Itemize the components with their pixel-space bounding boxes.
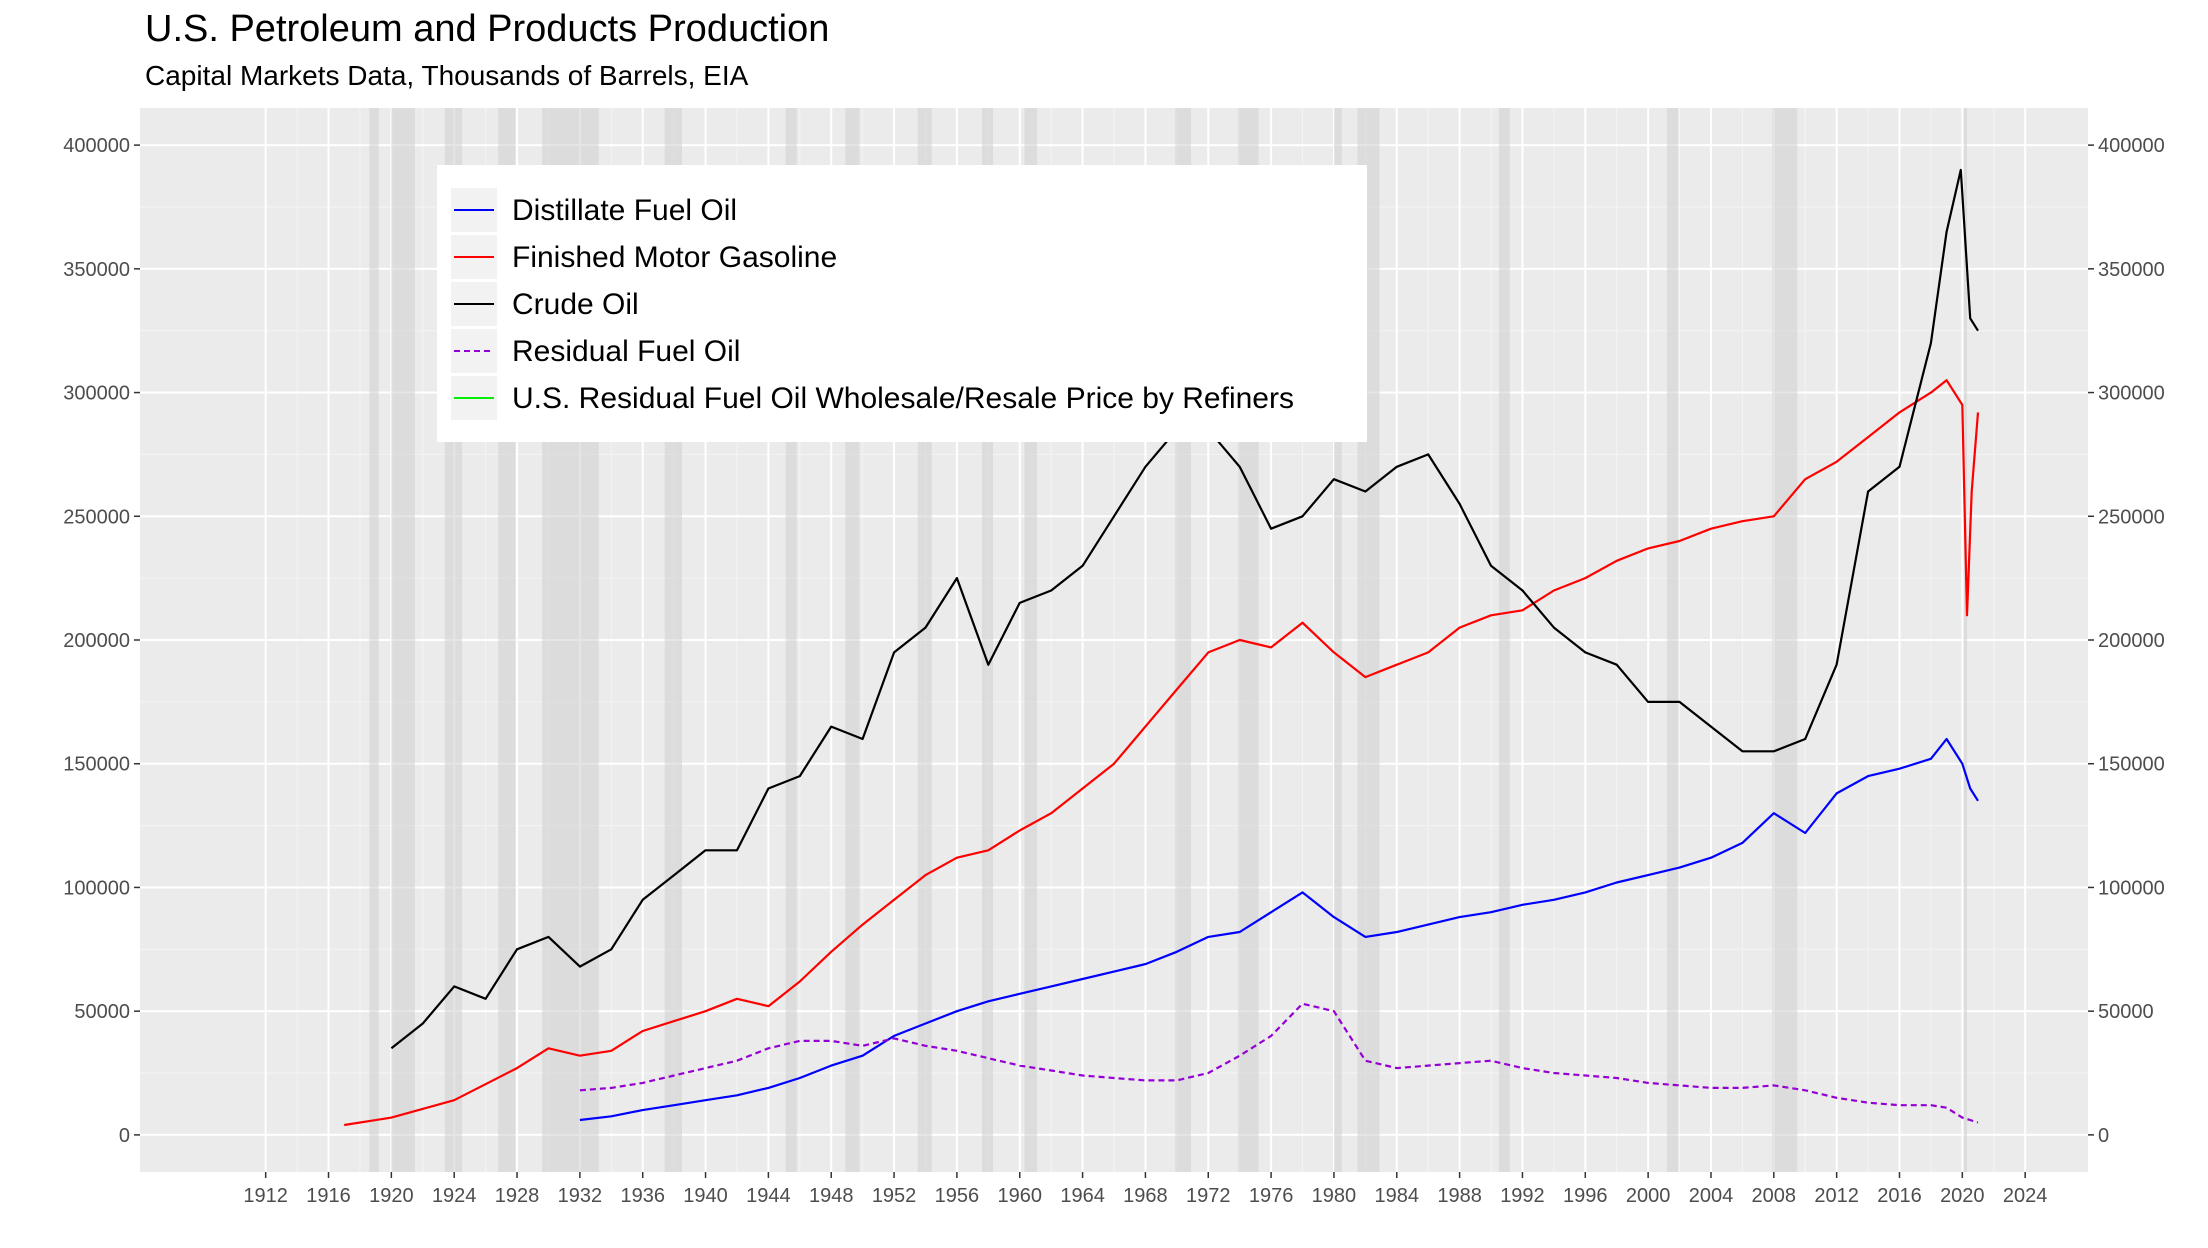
x-tick-label: 1956: [935, 1185, 980, 1207]
y-tick-label-right: 150000: [2098, 754, 2165, 776]
y-tick-label-right: 50000: [2098, 1001, 2154, 1023]
x-tick-label: 1960: [997, 1185, 1042, 1207]
y-tick-label-right: 350000: [2098, 259, 2165, 281]
chart-subtitle: Capital Markets Data, Thousands of Barre…: [145, 60, 749, 91]
x-tick-label: 1948: [809, 1185, 854, 1207]
recession-band: [982, 108, 994, 1172]
x-tick-label: 1996: [1563, 1185, 1608, 1207]
x-tick-label: 1944: [746, 1185, 791, 1207]
x-tick-label: 2000: [1626, 1185, 1671, 1207]
x-tick-label: 1964: [1060, 1185, 1105, 1207]
x-tick-label: 2016: [1877, 1185, 1922, 1207]
chart-title: U.S. Petroleum and Products Production: [145, 8, 830, 50]
x-tick-label: 1976: [1249, 1185, 1294, 1207]
x-tick-label: 2004: [1689, 1185, 1734, 1207]
x-tick-label: 1988: [1437, 1185, 1482, 1207]
legend-label: Finished Motor Gasoline: [512, 241, 837, 274]
x-tick-label: 1916: [306, 1185, 351, 1207]
recession-band: [391, 108, 415, 1172]
x-tick-label: 1940: [683, 1185, 728, 1207]
y-tick-label-right: 250000: [2098, 506, 2165, 528]
recession-band: [369, 108, 379, 1172]
x-tick-label: 2008: [1752, 1185, 1797, 1207]
y-tick-label-left: 200000: [63, 630, 130, 652]
x-tick-label: 1972: [1186, 1185, 1231, 1207]
y-tick-label-left: 350000: [63, 259, 130, 281]
x-tick-label: 1928: [495, 1185, 540, 1207]
x-tick-label: 1924: [432, 1185, 477, 1207]
y-tick-label-left: 300000: [63, 383, 130, 405]
y-tick-label-left: 250000: [63, 506, 130, 528]
legend-label: Crude Oil: [512, 288, 639, 321]
x-tick-label: 1932: [558, 1185, 603, 1207]
series-line-distillate-fuel-oil: [579, 737, 1979, 1122]
recession-band: [1333, 108, 1342, 1172]
x-tick-label: 1984: [1375, 1185, 1420, 1207]
recession-band: [785, 108, 797, 1172]
series-line-finished-motor-gasoline: [344, 379, 1980, 1127]
legend-label: Distillate Fuel Oil: [512, 194, 737, 227]
y-tick-label-right: 300000: [2098, 383, 2165, 405]
recession-band: [1963, 108, 1968, 1172]
recession-band: [1498, 108, 1510, 1172]
x-tick-label: 1952: [872, 1185, 917, 1207]
y-tick-label-left: 50000: [74, 1001, 130, 1023]
series-line-residual-fuel-oil: [579, 1002, 1979, 1124]
x-tick-label: 1912: [243, 1185, 288, 1207]
x-tick-label: 1936: [620, 1185, 665, 1207]
x-tick-label: 1920: [369, 1185, 414, 1207]
y-tick-label-left: 150000: [63, 754, 130, 776]
legend-box: [437, 165, 1367, 442]
y-tick-label-left: 400000: [63, 135, 130, 157]
legend-label: Residual Fuel Oil: [512, 335, 740, 368]
y-tick-label-right: 0: [2098, 1125, 2109, 1147]
x-tick-label: 1968: [1123, 1185, 1168, 1207]
x-tick-label: 2020: [1940, 1185, 1985, 1207]
x-tick-label: 1980: [1312, 1185, 1357, 1207]
legend: Distillate Fuel Oil Finished Motor Gasoli…: [437, 165, 1367, 442]
y-tick-label-right: 200000: [2098, 630, 2165, 652]
y-tick-label-right: 400000: [2098, 135, 2165, 157]
series-line-crude-oil: [390, 168, 1979, 1050]
recession-band: [1666, 108, 1678, 1172]
legend-label: U.S. Residual Fuel Oil Wholesale/Resale …: [512, 382, 1294, 415]
x-tick-label: 1992: [1500, 1185, 1545, 1207]
y-tick-label-right: 100000: [2098, 877, 2165, 899]
x-tick-label: 2012: [1814, 1185, 1859, 1207]
y-tick-label-left: 0: [119, 1125, 130, 1147]
recession-band: [1772, 108, 1798, 1172]
x-tick-label: 2024: [2003, 1185, 2048, 1207]
y-tick-label-left: 100000: [63, 877, 130, 899]
